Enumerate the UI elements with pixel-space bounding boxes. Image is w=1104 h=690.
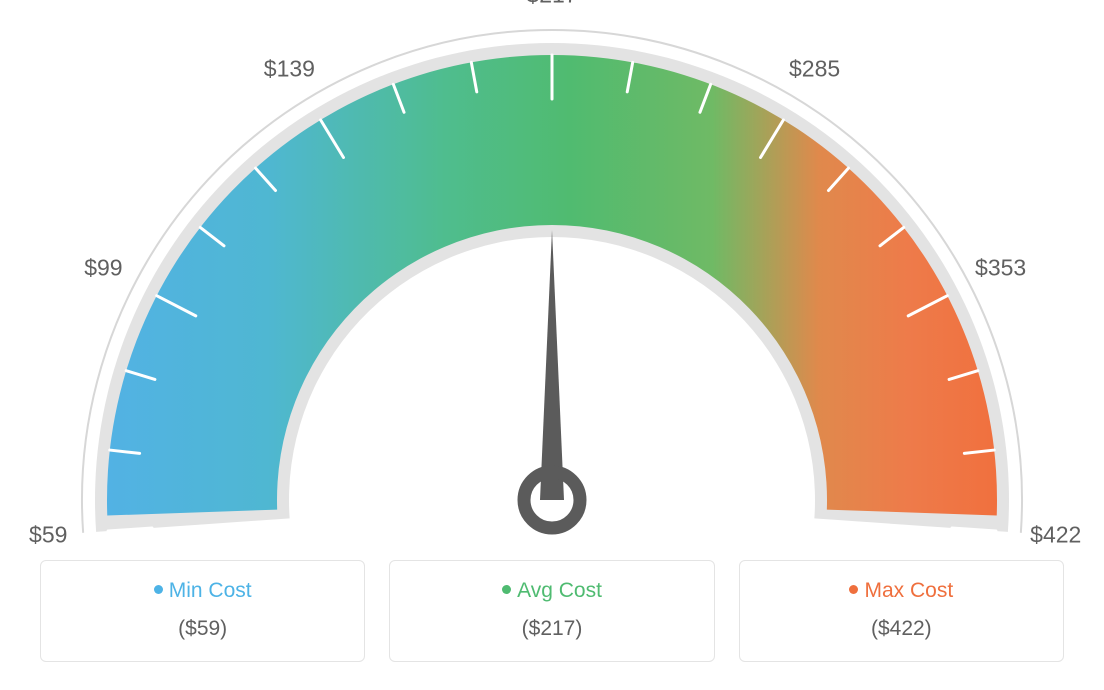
- gauge-tick-label: $59: [29, 522, 67, 549]
- legend-title-max: Max Cost: [750, 579, 1053, 603]
- legend-title-avg: Avg Cost: [400, 579, 703, 603]
- dot-icon: [502, 585, 511, 594]
- gauge: $59 $99 $139 $217 $285 $353 $422: [0, 0, 1104, 560]
- gauge-tick-label: $139: [264, 55, 315, 82]
- legend-card-min: Min Cost ($59): [40, 560, 365, 662]
- dot-icon: [154, 585, 163, 594]
- gauge-tick-label: $353: [975, 255, 1026, 282]
- legend-row: Min Cost ($59) Avg Cost ($217) Max Cost …: [40, 560, 1064, 662]
- legend-title-min: Min Cost: [51, 579, 354, 603]
- dot-icon: [849, 585, 858, 594]
- chart-container: $59 $99 $139 $217 $285 $353 $422 Min Cost ($59…: [0, 0, 1104, 690]
- gauge-tick-label: $422: [1030, 522, 1081, 549]
- legend-value-max: ($422): [750, 617, 1053, 641]
- gauge-tick-label: $99: [84, 255, 122, 282]
- gauge-tick-label: $217: [526, 0, 577, 9]
- legend-label: Min Cost: [169, 579, 252, 602]
- legend-label: Max Cost: [864, 579, 953, 602]
- legend-card-max: Max Cost ($422): [739, 560, 1064, 662]
- legend-value-avg: ($217): [400, 617, 703, 641]
- legend-label: Avg Cost: [517, 579, 602, 602]
- legend-value-min: ($59): [51, 617, 354, 641]
- legend-card-avg: Avg Cost ($217): [389, 560, 714, 662]
- gauge-tick-label: $285: [789, 55, 840, 82]
